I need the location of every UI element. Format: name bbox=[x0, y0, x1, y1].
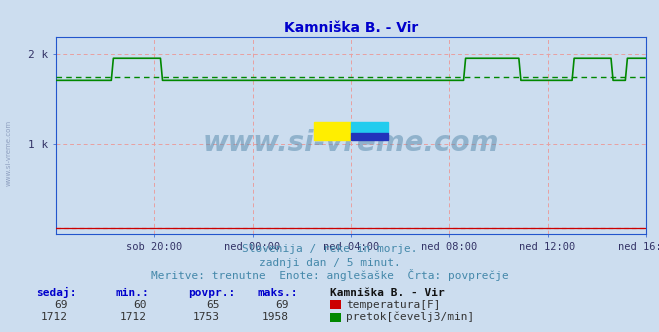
Text: 69: 69 bbox=[275, 300, 289, 310]
Text: 1958: 1958 bbox=[262, 312, 289, 322]
Text: www.si-vreme.com: www.si-vreme.com bbox=[5, 120, 12, 186]
Text: Slovenija / reke in morje.: Slovenija / reke in morje. bbox=[242, 244, 417, 254]
Text: sedaj:: sedaj: bbox=[36, 287, 76, 298]
Text: 1712: 1712 bbox=[120, 312, 147, 322]
Text: Kamniška B. - Vir: Kamniška B. - Vir bbox=[330, 288, 444, 298]
Text: 69: 69 bbox=[55, 300, 68, 310]
Text: maks.:: maks.: bbox=[257, 288, 297, 298]
Text: 1712: 1712 bbox=[41, 312, 68, 322]
Title: Kamniška B. - Vir: Kamniška B. - Vir bbox=[284, 21, 418, 35]
Bar bbox=[314, 122, 351, 140]
Bar bbox=[351, 133, 387, 140]
Text: temperatura[F]: temperatura[F] bbox=[346, 300, 440, 310]
Text: zadnji dan / 5 minut.: zadnji dan / 5 minut. bbox=[258, 258, 401, 268]
Text: pretok[čevelj3/min]: pretok[čevelj3/min] bbox=[346, 312, 474, 322]
Text: min.:: min.: bbox=[115, 288, 149, 298]
Bar bbox=[351, 122, 387, 133]
Text: 1753: 1753 bbox=[192, 312, 219, 322]
Text: povpr.:: povpr.: bbox=[188, 288, 235, 298]
Text: Meritve: trenutne  Enote: anglešaške  Črta: povprečje: Meritve: trenutne Enote: anglešaške Črta… bbox=[151, 269, 508, 281]
Text: 60: 60 bbox=[134, 300, 147, 310]
Text: www.si-vreme.com: www.si-vreme.com bbox=[203, 129, 499, 157]
Text: 65: 65 bbox=[206, 300, 219, 310]
